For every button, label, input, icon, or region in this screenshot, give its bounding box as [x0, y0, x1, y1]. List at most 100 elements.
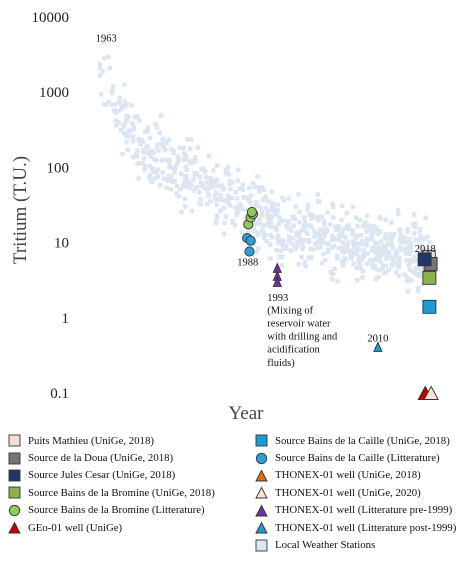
weather-station-point — [284, 224, 289, 229]
weather-station-point — [277, 215, 282, 220]
weather-station-point — [218, 208, 223, 214]
weather-station-point — [97, 73, 103, 78]
legend-triangle-icon — [255, 486, 268, 499]
weather-station-point — [397, 227, 403, 232]
weather-station-point — [346, 227, 352, 232]
weather-station-point — [157, 130, 162, 136]
weather-station-point — [132, 114, 138, 120]
weather-station-point — [187, 146, 193, 152]
weather-station-point — [291, 236, 296, 241]
weather-station-point — [427, 240, 432, 245]
weather-station-point — [255, 232, 261, 238]
weather-station-point — [227, 178, 233, 184]
weather-station-point — [398, 230, 403, 235]
weather-station-point — [307, 223, 312, 228]
weather-station-point — [240, 182, 245, 187]
weather-station-point — [394, 249, 399, 254]
weather-station-point — [332, 266, 337, 271]
weather-station-point — [223, 214, 229, 219]
weather-station-point — [325, 249, 331, 254]
weather-station-point — [350, 204, 356, 209]
weather-station-point — [138, 142, 143, 147]
weather-station-point — [278, 248, 284, 253]
weather-station-point — [294, 231, 300, 237]
weather-station-point — [229, 195, 234, 201]
weather-station-point — [313, 241, 318, 246]
weather-station-point — [315, 192, 320, 197]
weather-station-point — [203, 174, 209, 180]
weather-station-point — [418, 243, 424, 248]
weather-station-point — [254, 200, 259, 205]
triangle-marker — [373, 341, 383, 352]
weather-station-point — [339, 228, 345, 233]
legend-item: Local Weather Stations — [255, 536, 456, 553]
weather-station-point — [167, 164, 172, 170]
annotation-label: 1993 — [267, 293, 288, 304]
legend-item: THONEX-01 well (Litterature post-1999) — [255, 519, 456, 536]
weather-station-point — [305, 207, 310, 212]
weather-station-point — [147, 177, 153, 182]
circle-marker — [244, 246, 255, 257]
weather-station-point — [383, 263, 389, 268]
weather-station-point — [233, 190, 238, 195]
triangle-marker — [423, 385, 439, 400]
weather-station-point — [219, 183, 225, 188]
weather-station-point — [239, 230, 245, 235]
weather-station-point — [341, 261, 346, 266]
weather-station-point — [267, 218, 273, 223]
legend-item: Source Bains de la Bromine (UniGe, 2018) — [8, 484, 215, 501]
weather-station-point — [106, 54, 111, 60]
weather-station-point — [237, 202, 242, 207]
weather-station-point — [124, 113, 129, 119]
weather-station-point — [268, 224, 274, 229]
weather-station-point — [360, 275, 365, 280]
weather-station-point — [408, 260, 413, 265]
weather-station-point — [124, 118, 129, 124]
weather-station-point — [340, 231, 345, 236]
weather-station-point — [415, 288, 421, 294]
weather-station-point — [142, 167, 147, 172]
weather-station-point — [230, 180, 235, 185]
weather-station-point — [184, 184, 189, 189]
weather-station-point — [222, 220, 227, 225]
weather-station-point — [275, 233, 281, 239]
weather-station-point — [225, 164, 231, 170]
legend-item: Source de la Doua (UniGe, 2018) — [8, 449, 215, 466]
weather-station-point — [322, 221, 327, 226]
weather-station-point — [198, 180, 204, 185]
weather-station-point — [293, 245, 298, 251]
legend-triangle-icon — [255, 469, 268, 482]
weather-station-point — [247, 200, 253, 205]
weather-station-point — [165, 178, 170, 183]
weather-station-point — [302, 215, 307, 220]
y-tick-label: 10 — [54, 236, 69, 252]
weather-station-point — [337, 234, 342, 239]
weather-station-point — [183, 157, 189, 162]
legend-square-icon — [255, 434, 268, 447]
weather-station-point — [390, 246, 396, 251]
weather-station-point — [358, 242, 363, 247]
weather-station-point — [351, 243, 357, 249]
weather-station-point — [253, 203, 258, 209]
sample-markers — [242, 206, 439, 400]
weather-station-point — [361, 251, 366, 257]
weather-station-point — [370, 261, 375, 266]
weather-station-point — [130, 121, 135, 126]
weather-station-point — [405, 278, 410, 284]
legend-square-icon — [255, 539, 268, 551]
legend-item: Source Bains de la Caille (Litterature) — [255, 449, 456, 466]
weather-station-point — [368, 257, 373, 263]
weather-station-point — [354, 249, 359, 255]
weather-station-point — [206, 193, 211, 199]
weather-station-point — [322, 233, 327, 238]
weather-station-point — [126, 134, 131, 140]
weather-station-point — [383, 250, 389, 256]
weather-station-point — [97, 65, 103, 70]
weather-station-point — [189, 137, 194, 142]
weather-station-point — [387, 255, 392, 260]
weather-station-point — [166, 137, 171, 143]
weather-station-point — [158, 113, 164, 118]
weather-station-point — [288, 248, 294, 253]
weather-station-point — [291, 214, 296, 219]
annotation-label: with drilling and — [267, 332, 338, 343]
